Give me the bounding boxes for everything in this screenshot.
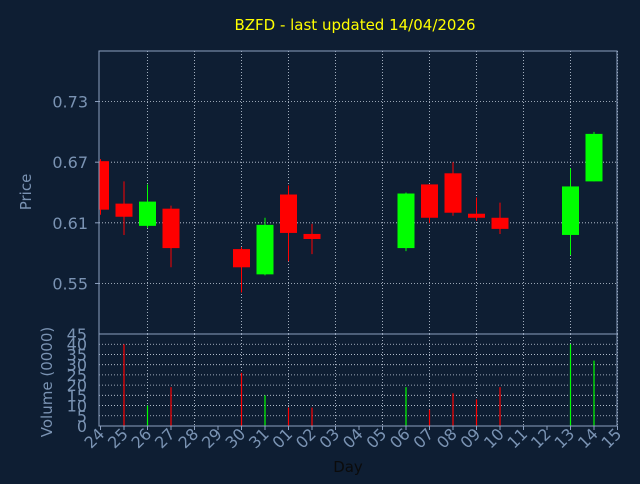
volume-tick-label: 40	[67, 335, 87, 354]
price-tick-label: 0.67	[52, 153, 88, 172]
volume-marks	[123, 344, 595, 426]
volume-axis-title: Volume (0000)	[38, 327, 56, 437]
price-tick-label: 0.55	[52, 274, 88, 293]
candle-body-25	[115, 203, 133, 217]
x-axis-title: Day	[333, 458, 363, 476]
candle-body-27	[162, 208, 180, 249]
volume-tick-label: 30	[67, 356, 87, 375]
candle-body-13	[562, 186, 579, 235]
candle-body-14	[585, 133, 603, 182]
volume-tick-label: 5	[77, 407, 87, 426]
volume-tick-label: 35	[67, 345, 87, 364]
candle-body-09	[468, 213, 485, 218]
price-axis-labels: 0.73 0.67 0.61 0.55	[52, 93, 99, 293]
price-marks	[99, 131, 603, 293]
x-tick-label: 15	[597, 424, 625, 452]
volume-tick-label: 45	[67, 325, 87, 344]
price-tick-label: 0.73	[52, 93, 88, 112]
volume-tick-label: 25	[67, 366, 87, 385]
price-axis-title: Price	[17, 174, 35, 211]
volume-grid	[99, 334, 618, 426]
candle-body-26	[139, 201, 156, 226]
price-plot-frame	[98, 50, 618, 335]
volume-tick-label: 15	[67, 386, 87, 405]
candle-body-10	[491, 217, 509, 229]
volume-tick-label: 10	[67, 397, 87, 416]
chart-title: BZFD - last updated 14/04/2026	[234, 16, 475, 34]
volume-plot-frame	[98, 333, 618, 427]
candle-body-02	[303, 233, 321, 239]
candle-body-24	[99, 161, 109, 210]
x-axis-labels: 2425262728293031010203040506070809101112…	[80, 424, 625, 452]
candle-body-01	[280, 194, 297, 233]
price-grid	[99, 51, 618, 334]
candle-body-08	[444, 173, 462, 213]
volume-tick-label: 0	[77, 417, 87, 436]
price-tick-label: 0.61	[52, 214, 88, 233]
candle-body-06	[397, 193, 415, 249]
candle-body-07	[421, 184, 438, 218]
candle-body-30	[233, 249, 250, 268]
volume-tick-label: 20	[67, 376, 87, 395]
candle-body-31	[256, 224, 274, 275]
